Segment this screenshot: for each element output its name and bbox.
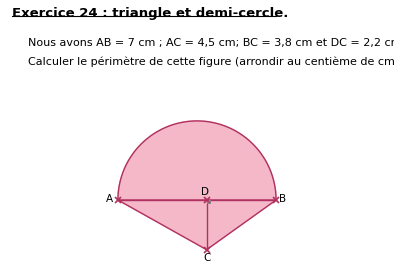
Text: A: A bbox=[106, 194, 113, 204]
Polygon shape bbox=[118, 121, 276, 200]
Text: C: C bbox=[203, 253, 210, 261]
Text: D: D bbox=[201, 187, 210, 197]
Text: B: B bbox=[279, 194, 286, 204]
Text: Calculer le périmètre de cette figure (arrondir au centième de cm).: Calculer le périmètre de cette figure (a… bbox=[28, 56, 394, 67]
Text: Nous avons AB = 7 cm ; AC = 4,5 cm; BC = 3,8 cm et DC = 2,2 cm.: Nous avons AB = 7 cm ; AC = 4,5 cm; BC =… bbox=[28, 38, 394, 48]
Text: Exercice 24 : triangle et demi-cercle.: Exercice 24 : triangle et demi-cercle. bbox=[12, 7, 288, 20]
Polygon shape bbox=[118, 200, 276, 250]
FancyBboxPatch shape bbox=[206, 200, 210, 203]
